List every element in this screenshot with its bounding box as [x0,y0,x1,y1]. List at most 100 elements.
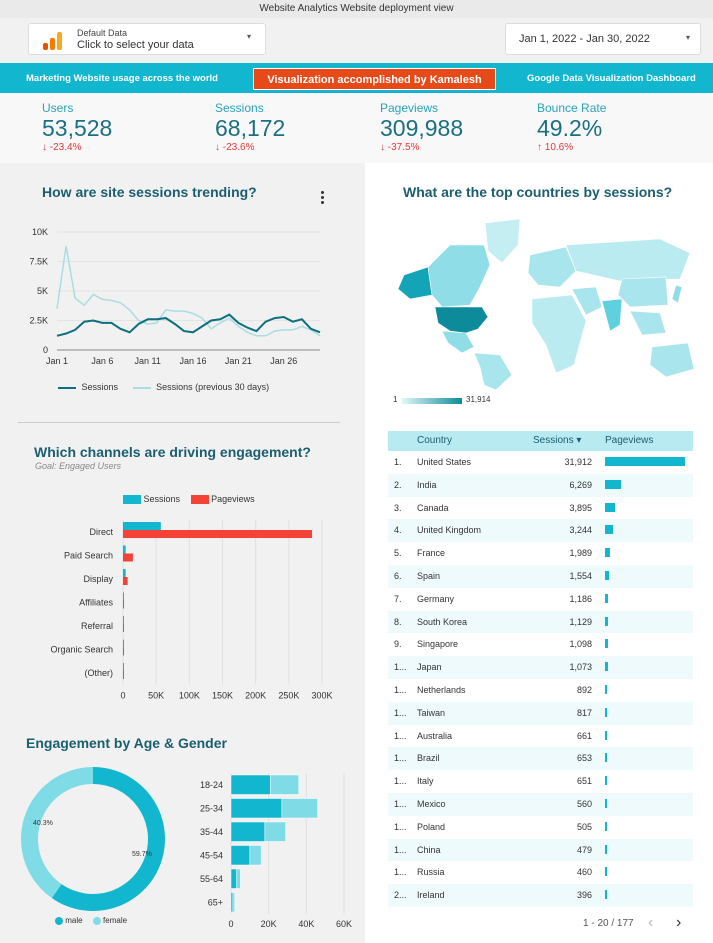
table-row[interactable]: 1... Australia 661 [388,724,693,748]
row-sessions: 560 [576,799,592,809]
category-label: 35-44 [200,827,223,837]
chevron-left-icon[interactable]: ‹ [648,914,654,931]
data-source-action: Click to select your data [77,39,194,51]
y-tick-label: 2.5K [29,316,48,326]
row-country: Australia [417,730,453,741]
row-sessions: 31,912 [564,457,592,467]
legend-swatch-female [92,916,101,925]
legend-swatch-male [55,916,63,925]
table-row[interactable]: 5. France 1,989 [388,542,693,566]
table-row[interactable]: 1. United States 31,912 [388,451,693,474]
x-tick-label: 150K [212,691,233,701]
row-pageviews-bar [605,776,607,786]
bar-female [281,798,318,819]
row-pageviews-bar [605,457,685,466]
row-pageviews-bar [605,753,607,763]
row-sessions: 892 [576,685,592,695]
table-row[interactable]: 2. India 6,269 [388,473,693,497]
kpi-sessions: Sessions 68,172 ↓ -23.6% [215,101,285,153]
row-pageviews-bar [605,890,607,900]
legend-pageviews: Pageviews [211,494,255,504]
bar-male [230,821,266,842]
south-america [473,352,513,390]
row-rank: 7. [394,593,402,604]
table-row[interactable]: 9. Singapore 1,098 [388,633,693,657]
bar-pageviews [123,577,128,585]
category-label: 25-34 [200,803,223,813]
row-pageviews-bar [605,730,607,740]
row-country: Canada [417,502,449,513]
table-row[interactable]: 1... Russia 460 [388,861,693,885]
category-label: 45-54 [200,850,223,860]
legend-sessions: Sessions [81,382,119,392]
channels-title: Which channels are driving engagement? [34,444,311,460]
age-legend: male female [55,916,127,925]
bar-pageviews [123,647,124,656]
col-country[interactable]: Country [417,435,453,446]
trend-title: How are site sessions trending? [42,184,257,200]
bar-sessions [123,522,161,530]
row-sessions: 653 [576,753,592,764]
row-rank: 1... [394,776,407,787]
table-row[interactable]: 3. Canada 3,895 [388,496,693,520]
row-rank: 1... [394,753,407,764]
col-sessions[interactable]: Sessions ▾ [533,435,582,446]
gender-donut-chart [20,767,165,911]
channels-legend: Sessions Pageviews [123,494,255,505]
table-row[interactable]: 1... Netherlands 892 [388,679,693,702]
map-scale-max: 31,914 [466,395,491,404]
kpi-label: Bounce Rate [537,101,607,115]
row-sessions: 1,554 [569,571,592,581]
table-row[interactable]: 1... Italy 651 [388,770,693,794]
col-pageviews[interactable]: Pageviews [605,435,654,446]
row-sessions: 1,129 [569,616,592,627]
y-tick-label: 10K [32,227,48,237]
chevron-right-icon[interactable]: › [676,914,682,931]
row-rank: 5. [394,548,402,559]
data-source-selector[interactable]: Default Data Click to select your data ▾ [28,23,266,55]
table-row[interactable]: 1... Mexico 560 [388,793,693,816]
table-row[interactable]: 1... Poland 505 [388,815,693,839]
table-row[interactable]: 1... Taiwan 817 [388,701,693,725]
russia [565,238,691,282]
row-rank: 2. [394,479,402,490]
age-title: Engagement by Age & Gender [26,735,227,751]
x-tick-label: 40K [298,919,314,929]
bar-male [230,892,234,913]
date-range-selector[interactable]: Jan 1, 2022 - Jan 30, 2022 ▾ [505,23,701,55]
southeast-asia [629,310,667,336]
row-pageviews-bar [605,593,608,603]
table-row[interactable]: 2... Ireland 396 [388,884,693,908]
kpi-delta: ↑ 10.6% [537,142,574,153]
table-row[interactable]: 8. South Korea 1,129 [388,610,693,634]
table-row[interactable]: 1... Japan 1,073 [388,656,693,680]
bar-female [249,845,262,866]
age-bar-chart: 0 20K 40K 60K 18-24 25-34 35-44 45-54 55-64 65+ [200,773,352,929]
table-row[interactable]: 1... China 479 [388,838,693,862]
x-tick-label: Jan 16 [180,356,207,365]
row-sessions: 1,186 [569,593,592,604]
kpi-strip: Users 53,528 ↓ -23.4% Sessions 68,172 ↓ … [0,93,713,163]
kpi-label: Pageviews [380,101,439,115]
bar-sessions [123,663,124,671]
bar-male [230,845,251,866]
india [601,298,623,332]
table-row[interactable]: 6. Spain 1,554 [388,565,693,588]
table-row[interactable]: 1... Brazil 653 [388,747,693,771]
table-row[interactable]: 7. Germany 1,186 [388,587,693,611]
x-tick-label: 200K [245,691,266,701]
row-sessions: 1,098 [569,639,592,650]
row-country: Netherlands [417,685,466,695]
table-row[interactable]: 4. United Kingdom 3,244 [388,519,693,543]
kpi-value: 53,528 [42,115,113,141]
row-rank: 1... [394,685,407,695]
kpi-delta: ↓ -23.4% [42,142,82,153]
row-country: Italy [417,776,434,787]
japan [671,284,683,304]
donut-label-female: 40.3% [33,820,53,827]
legend-sessions: Sessions [143,494,181,504]
x-tick-label: Jan 26 [270,356,297,365]
bar-pageviews [123,600,124,609]
more-options-icon[interactable] [318,191,326,205]
row-rank: 1. [394,457,402,467]
